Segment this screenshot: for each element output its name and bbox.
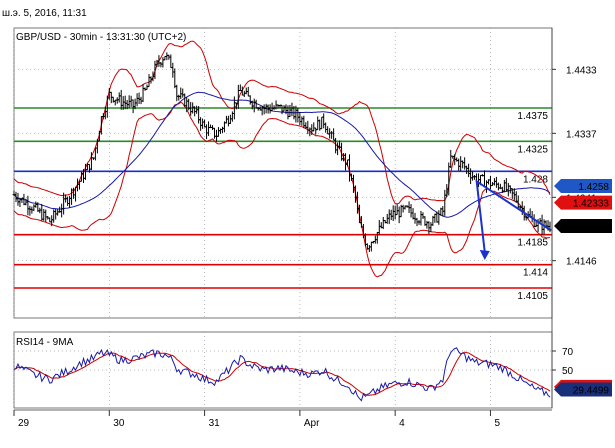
y-tick-label-1.4433: 1.4433: [566, 65, 597, 76]
forecast-arrow-group: [475, 179, 551, 260]
rsi-chart-title: RSI14 - 9MA: [16, 337, 74, 348]
header-datetime: ш.э. 5, 2016, 11:31: [2, 8, 87, 19]
level-label-1.4325: 1.4325: [517, 144, 548, 155]
levels-group: 1.4375 1.4325 1.428 1.4185 1.414 1.4105: [14, 107, 552, 302]
x-tick-label-29: 29: [18, 418, 30, 429]
rsi-y-tick-label-70: 70: [562, 347, 574, 358]
rsi-badge-29.4499-text: 29.4499: [573, 386, 610, 397]
level-label-1.414: 1.414: [523, 268, 548, 279]
forecast-arrow-line: [475, 179, 551, 253]
price-badge-1.42333: 1.42333: [554, 195, 612, 210]
rsi-group: [13, 347, 551, 402]
level-label-1.4185: 1.4185: [517, 238, 548, 249]
price-group: [12, 52, 552, 253]
rsi-y-tick-label-50: 50: [562, 366, 574, 377]
x-tick-label-30: 30: [113, 418, 125, 429]
x-tick-label-4: 4: [399, 418, 405, 429]
rsi-badge-29.4499-shape: [554, 382, 612, 397]
level-label-1.4375: 1.4375: [517, 111, 548, 122]
x-tick-label-31: 31: [209, 418, 221, 429]
price-badge-1.4258-text: 1.4258: [578, 182, 609, 193]
price-badge-1.4258: 1.4258: [554, 179, 612, 193]
level-label-1.4105: 1.4105: [517, 291, 548, 302]
main-grid: [13, 27, 553, 319]
price-badge-1.4198: 1.4198: [554, 219, 612, 233]
main-chart-title: GBP/USD - 30min - 13:31:30 (UTC+2): [16, 32, 186, 43]
y-tick-label-1.4146: 1.4146: [566, 257, 597, 268]
price-badge-1.4258-shape: [554, 179, 612, 193]
forecast-arrow-head: [479, 250, 490, 260]
price-badge-1.42333-text: 1.42333: [573, 199, 610, 210]
x-tick-label-5: 5: [494, 418, 500, 429]
price-badge-1.42333-shape: [554, 195, 612, 210]
x-tick-label-Apr: Apr: [304, 418, 320, 429]
rsi-badge-29.4499: 29.4499: [554, 382, 612, 397]
price-badge-1.4198-shape: [554, 219, 612, 233]
bollinger-lower-band: [13, 101, 551, 278]
price-bar: [548, 221, 552, 233]
level-label-1.428: 1.428: [523, 174, 548, 185]
rsi-line: [13, 347, 551, 402]
y-tick-label-1.4337: 1.4337: [566, 129, 597, 140]
price-badge-1.4198-text: 1.4198: [578, 222, 609, 233]
